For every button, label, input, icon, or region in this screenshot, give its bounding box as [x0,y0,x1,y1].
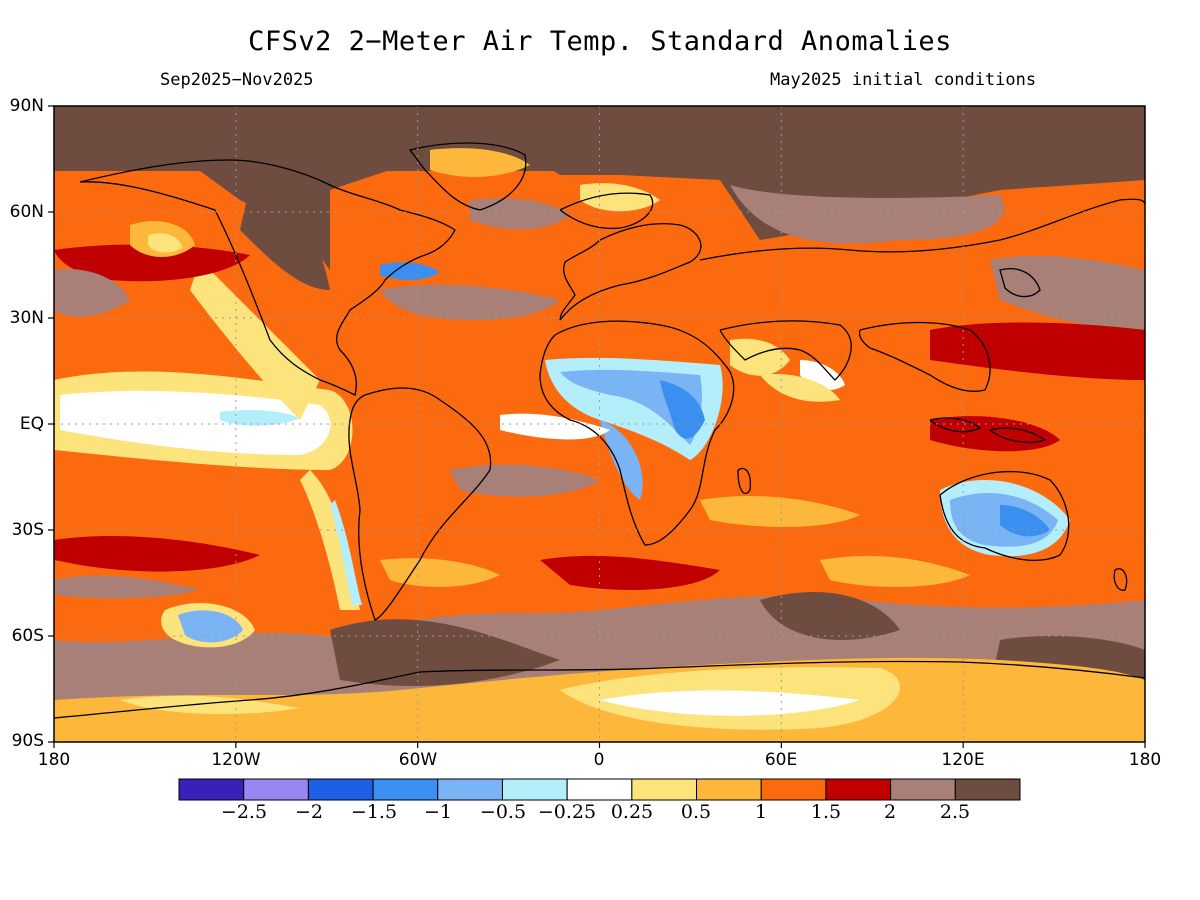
lat-label-30n: 30N [9,308,44,328]
colorbar-swatch [954,778,1021,801]
lat-label-60n: 60N [9,202,44,222]
lat-label-90s: 90S [11,731,44,751]
colorbar-swatch [501,778,568,801]
colorbar-swatch [890,778,956,801]
gridlines [54,106,1145,742]
colorbar-swatch [243,778,309,801]
lon-label-180w: 180 [37,750,71,770]
colorbar-swatch [566,778,633,801]
colorbar-label: 0.25 [610,801,654,823]
colorbar-swatch [631,778,698,801]
lon-label-0: 0 [593,750,605,770]
axis-ticks [48,105,1146,748]
lat-label-90n: 90N [9,96,44,116]
forecast-period: Sep2025−Nov2025 [160,70,314,90]
lon-label-180e: 180 [1128,750,1162,770]
initial-conditions: May2025 initial conditions [770,70,1037,90]
colorbar-swatch [437,778,503,801]
colorbar-label: 0.5 [680,801,712,823]
colorbar-label: −2.5 [220,801,268,823]
map-title: CFSv2 2−Meter Air Temp. Standard Anomali… [248,26,952,57]
colorbar-label: 1.5 [810,801,842,823]
lat-label-60s: 60S [11,626,44,646]
colorbar-swatch [307,778,374,801]
colorbar-label: 2 [883,801,897,823]
colorbar-label: −0.25 [537,801,597,823]
colorbar-swatch [696,778,762,801]
colorbar [178,778,1021,801]
lon-label-120w: 120W [211,750,261,770]
colorbar-label: −2 [294,801,323,823]
colorbar-label: −1.5 [350,801,398,823]
colorbar-swatch [825,778,892,801]
lat-label-30s: 30S [11,520,44,540]
colorbar-label: 1 [754,801,768,823]
lon-label-120e: 120E [941,750,985,770]
lon-label-60w: 60W [398,750,438,770]
colorbar-swatch [372,778,439,801]
lat-label-eq: EQ [19,414,44,434]
colorbar-label: −0.5 [479,801,527,823]
coastlines [54,142,1145,719]
colorbar-label: 2.5 [939,801,971,823]
lon-label-60e: 60E [764,750,798,770]
colorbar-swatch [178,778,245,801]
colorbar-label: −1 [423,801,452,823]
colorbar-swatch [760,778,827,801]
